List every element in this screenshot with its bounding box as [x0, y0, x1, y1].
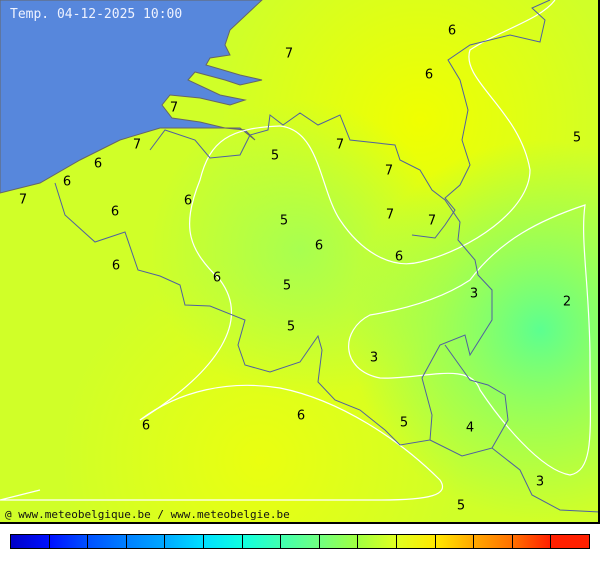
temperature-value: 6: [424, 67, 434, 83]
temperature-value: 6: [93, 156, 103, 172]
temperature-value: 5: [456, 498, 466, 514]
legend-swatch: [88, 535, 127, 548]
map-title: Temp. 04-12-2025 10:00: [10, 7, 183, 22]
temperature-value: 6: [111, 258, 121, 274]
isotherms: [0, 0, 591, 501]
color-scale-legend: [10, 534, 590, 549]
legend-swatch: [242, 535, 282, 548]
legend-swatch: [126, 535, 166, 548]
temperature-value: 6: [212, 270, 222, 286]
temperature-value: 6: [141, 418, 151, 434]
legend-swatch: [396, 535, 436, 548]
legend-swatch: [203, 535, 243, 548]
legend-swatch: [49, 535, 89, 548]
legend-swatch: [11, 535, 50, 548]
temperature-value: 6: [183, 193, 193, 209]
temperature-value: 7: [169, 100, 179, 116]
legend-swatch: [319, 535, 359, 548]
temperature-value: 5: [279, 213, 289, 229]
temperature-value: 7: [335, 137, 345, 153]
temperature-value: 6: [62, 174, 72, 190]
temperature-value: 6: [394, 249, 404, 265]
temperature-value: 2: [562, 294, 572, 310]
temperature-value: 3: [469, 286, 479, 302]
temperature-map: [0, 0, 600, 524]
temperature-value: 3: [535, 474, 545, 490]
temperature-value: 6: [447, 23, 457, 39]
temperature-value: 5: [282, 278, 292, 294]
temperature-value: 5: [572, 130, 582, 146]
temperature-value: 6: [296, 408, 306, 424]
temperature-value: 6: [110, 204, 120, 220]
legend-swatch: [512, 535, 552, 548]
legend-swatch: [551, 535, 589, 548]
temperature-value: 7: [18, 192, 28, 208]
legend-swatch: [358, 535, 397, 548]
temperature-value: 5: [270, 148, 280, 164]
sea: [0, 0, 263, 194]
legend-swatch: [165, 535, 204, 548]
legend-swatch: [435, 535, 475, 548]
temperature-value: 6: [314, 238, 324, 254]
temperature-value: 7: [284, 46, 294, 62]
temperature-value: 3: [369, 350, 379, 366]
temperature-value: 7: [384, 163, 394, 179]
temperature-value: 7: [132, 137, 142, 153]
temperature-value: 7: [385, 207, 395, 223]
legend-swatch: [281, 535, 320, 548]
temperature-value: 4: [465, 420, 475, 436]
legend-swatch: [474, 535, 513, 548]
temperature-value: 5: [399, 415, 409, 431]
borders: [54, 0, 600, 513]
credit-text: @ www.meteobelgique.be / www.meteobelgie…: [5, 508, 290, 521]
temperature-value: 5: [286, 319, 296, 335]
temperature-value: 7: [427, 213, 437, 229]
